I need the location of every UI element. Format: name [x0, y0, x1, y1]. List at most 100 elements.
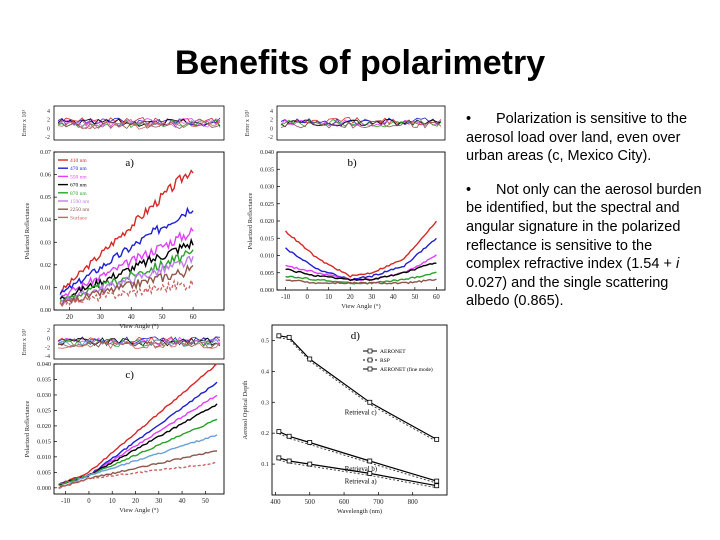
residual-frame: [276, 105, 446, 141]
panel-b: Error x 10³ 420-20.0000.0050.0100.0150.02…: [245, 105, 446, 310]
x-tick-label: -10: [281, 294, 291, 301]
residual-axis-label: Error x 10³: [245, 110, 251, 137]
aod-marker: [307, 440, 313, 445]
y-tick-label: 0.04: [40, 217, 51, 224]
y-tick-label: 0.5: [261, 337, 269, 344]
residual-line: [57, 117, 221, 126]
y-tick-label: 0.00: [40, 307, 51, 314]
aod-marker: [276, 455, 282, 461]
x-tick-label: 60: [433, 294, 440, 301]
x-tick-label: 50: [411, 294, 418, 301]
y-tick-label: 0.010: [260, 253, 274, 260]
aod-marker: [276, 429, 282, 435]
x-tick-label: 20: [347, 294, 354, 301]
aod-marker: [434, 483, 440, 489]
residual-tick-label: 2: [47, 328, 50, 334]
y-tick-label: 0.040: [37, 361, 51, 368]
y-tick-label: 0.010: [37, 454, 51, 461]
series-line: [58, 434, 218, 490]
residual-line: [57, 119, 221, 129]
series-line: [59, 169, 194, 294]
aod-marker: [286, 458, 292, 464]
x-tick-label: 0: [305, 294, 309, 301]
residual-tick-label: -2: [45, 135, 50, 141]
series-line: [285, 237, 437, 281]
x-tick-label: 30: [368, 294, 375, 301]
residual-line: [280, 119, 442, 129]
bullet-1: • Polarization is sensitive to the aeroso…: [466, 110, 706, 166]
bullet-marker: •: [466, 111, 472, 127]
legend-marker: [367, 366, 373, 372]
legend-label: 1590 nm: [70, 199, 90, 205]
x-tick-label: 700: [373, 499, 384, 506]
plot-frame: [53, 151, 225, 311]
series-line: [59, 255, 194, 303]
bullet-2: • Not only can the aerosol burden be iden…: [466, 181, 706, 311]
x-tick-label: 20: [132, 498, 139, 505]
x-axis-label: View Angle (°): [119, 323, 158, 330]
y-tick-label: 0.005: [37, 469, 51, 476]
y-tick-label: 0.015: [260, 235, 274, 242]
y-tick-label: 0.020: [37, 423, 51, 430]
series-line: [59, 237, 194, 300]
residual-tick-label: 2: [270, 118, 273, 124]
panel-c: Error x 10³ 20-2-40.0000.0050.0100.0150.0…: [22, 324, 225, 514]
residual-line: [57, 120, 221, 130]
residual-line: [57, 339, 221, 349]
y-tick-label: 0.035: [260, 166, 274, 173]
panel-label: c): [125, 369, 134, 381]
residual-tick-label: -4: [45, 354, 50, 360]
series-line: [59, 277, 194, 308]
residual-tick-label: 4: [47, 109, 50, 115]
series-line: [58, 418, 218, 485]
legend-label: AERONET (fine mode): [380, 366, 433, 373]
residual-line: [57, 117, 221, 126]
residual-tick-label: 0: [47, 337, 50, 343]
x-tick-label: 60: [190, 314, 197, 321]
residual-line: [57, 339, 221, 350]
y-tick-label: 0.01: [40, 284, 51, 291]
bullet-text: Polarization is sensitive to the aerosol…: [466, 111, 688, 165]
y-tick-label: 0.03: [40, 239, 51, 246]
y-axis-label: Polarized Reflectance: [24, 400, 31, 457]
panel-d: 0.1 0.2 0.3 0.4 0.5 400 500 600 700 800 Wavelength…: [242, 324, 448, 515]
y-tick-label: 0.05: [40, 194, 51, 201]
y-tick-label: 0.035: [37, 376, 51, 383]
residual-axis-label: Error x 10³: [22, 110, 28, 137]
x-tick-label: 500: [305, 499, 316, 506]
x-tick-label: -10: [61, 498, 71, 505]
x-tick-label: 30: [97, 314, 104, 321]
x-tick-label: 50: [202, 498, 209, 505]
legend-label: AERONET: [380, 349, 406, 355]
series-line: [285, 254, 437, 282]
legend-label: 2250 nm: [70, 207, 90, 213]
aod-marker: [286, 433, 292, 439]
series-line: [58, 450, 218, 489]
y-tick-label: 0.06: [40, 172, 51, 179]
y-tick-label: 0.020: [260, 218, 274, 225]
x-tick-label: 20: [66, 314, 73, 321]
x-tick-label: 800: [408, 499, 419, 506]
x-tick-label: 10: [109, 498, 116, 505]
rsp-line: [278, 433, 437, 484]
x-tick-label: 10: [325, 294, 332, 301]
y-tick-label: 0.015: [37, 438, 51, 445]
residual-frame: [53, 324, 225, 360]
y-tick-label: 0.1: [261, 461, 269, 468]
y-tick-label: 0.02: [40, 262, 51, 269]
series-line: [59, 263, 194, 308]
x-tick-label: 50: [159, 314, 166, 321]
y-tick-label: 0.4: [261, 368, 269, 375]
retrieval-label: Retrieval a): [345, 478, 377, 485]
retrieval-label: Retrieval b): [345, 466, 377, 473]
y-tick-label: 0.07: [40, 149, 51, 156]
legend-label: 550 nm: [70, 174, 87, 180]
series-line: [59, 226, 194, 300]
x-axis-label: View Angle (°): [119, 507, 158, 514]
y-tick-label: 0.2: [261, 430, 269, 437]
plot-frame: [271, 324, 448, 496]
residual-tick-label: -2: [268, 135, 273, 141]
series-line: [285, 271, 437, 285]
aod-marker: [286, 334, 292, 340]
y-tick-label: 0.3: [261, 399, 269, 406]
